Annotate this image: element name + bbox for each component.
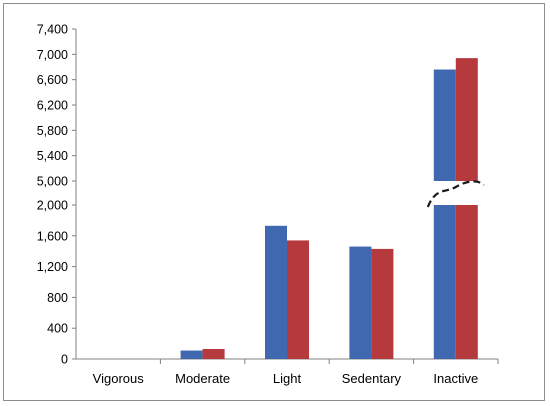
y-tick-label: 5,400 [37, 149, 68, 163]
x-tick-label: Inactive [433, 371, 478, 386]
y-tick-label: 0 [61, 353, 68, 367]
bar [265, 225, 287, 359]
x-tick-label: Vigorous [93, 371, 145, 386]
y-tick-label: 1,600 [37, 229, 68, 243]
y-tick-label: 5,000 [37, 175, 68, 189]
y-tick-label: 6,200 [37, 99, 68, 113]
x-tick-label: Light [273, 371, 302, 386]
bar-upper-segment [455, 58, 478, 182]
chart-bars [180, 58, 478, 359]
x-tick-label: Moderate [175, 371, 230, 386]
bar [202, 348, 225, 359]
y-tick-label: 800 [47, 291, 68, 305]
x-tick-labels: Vigorous Moderate Light Sedentary Inactive [93, 371, 479, 386]
y-tick-labels: 5,000 5,400 5,800 6,200 6,600 7,000 7,400 0 400 8… [37, 23, 68, 367]
bar-upper-segment [433, 69, 456, 181]
y-tick-label: 7,000 [37, 48, 68, 62]
y-tick-label: 7,400 [37, 23, 68, 37]
y-tick-label: 400 [47, 322, 68, 336]
x-tick-label: Sedentary [342, 371, 402, 386]
bar-lower-segment [455, 205, 478, 359]
bar [349, 246, 372, 359]
bar [180, 350, 203, 359]
bar-lower-segment [433, 205, 456, 359]
y-tick-label: 2,000 [37, 199, 68, 213]
y-tick-label: 5,800 [37, 124, 68, 138]
axis-break-marks [426, 180, 485, 208]
bar [287, 240, 309, 359]
y-tick-label: 6,600 [37, 73, 68, 87]
axis-break-squiggle [426, 180, 485, 208]
y-tick-label: 1,200 [37, 260, 68, 274]
bar [371, 248, 394, 359]
